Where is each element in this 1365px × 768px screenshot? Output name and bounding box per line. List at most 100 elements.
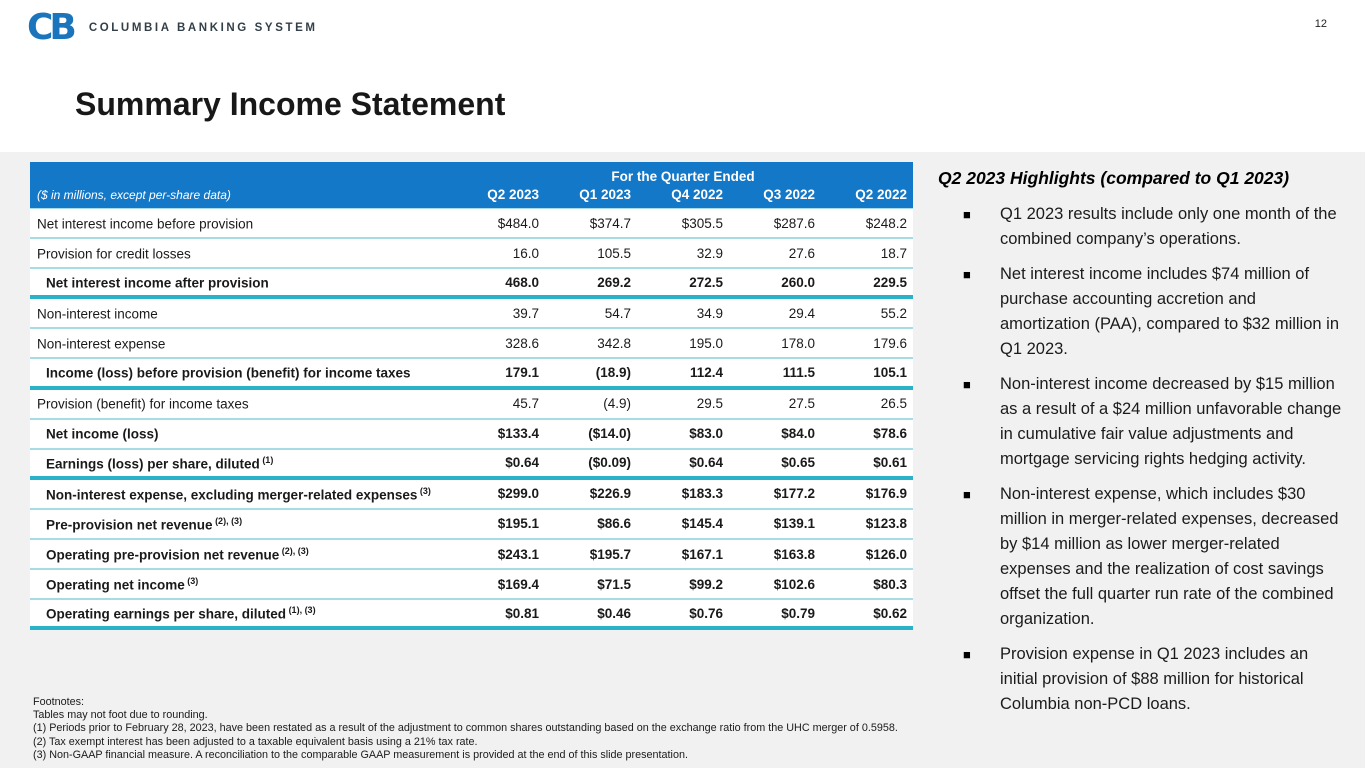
table-row: Non-interest expense, excluding merger-r… bbox=[30, 480, 913, 510]
table-row: Provision for credit losses 16.0 105.5 32.… bbox=[30, 239, 913, 270]
table-cell-value: (18.9) bbox=[595, 365, 631, 381]
table-cell-value: 260.0 bbox=[781, 274, 815, 290]
table-cell-value: 195.0 bbox=[689, 335, 723, 351]
table-cell-value: $0.76 bbox=[689, 605, 723, 621]
table-cell-value: $484.0 bbox=[497, 215, 539, 231]
highlight-bullet-text: Non-interest expense, which includes $30… bbox=[1000, 485, 1339, 628]
table-cell-value: (4.9) bbox=[603, 396, 631, 412]
table-cell-value: $78.6 bbox=[873, 426, 907, 442]
slide-title: Summary Income Statement bbox=[75, 86, 506, 122]
table-row: Net income (loss) $133.4 ($14.0) $83.0 $84.… bbox=[30, 420, 913, 450]
table-row: Earnings (loss) per share, diluted (1) $… bbox=[30, 450, 913, 480]
table-row: Operating earnings per share, diluted (1… bbox=[30, 600, 913, 631]
footnote-line: Tables may not foot due to rounding. bbox=[33, 709, 208, 722]
table-row-label: Operating pre-provision net revenue (2),… bbox=[46, 545, 309, 563]
table-cell-value: 468.0 bbox=[505, 274, 539, 290]
table-cell-value: 55.2 bbox=[880, 305, 907, 321]
table-row-label: Operating earnings per share, diluted (1… bbox=[46, 605, 316, 622]
table-cell-value: $133.4 bbox=[497, 426, 539, 442]
table-cell-value: $80.3 bbox=[873, 576, 907, 592]
column-header-row: ($ in millions, except per-share data) Q… bbox=[30, 187, 913, 208]
table-cell-value: 26.5 bbox=[880, 396, 907, 412]
footnote-line: (1) Periods prior to February 28, 2023, … bbox=[33, 722, 898, 735]
table-row-label: Provision (benefit) for income taxes bbox=[37, 396, 249, 412]
cb-logo-icon: CB bbox=[27, 7, 77, 48]
highlight-bullet-text: Q1 2023 results include only one month o… bbox=[1000, 205, 1337, 248]
footnote-line: (2) Tax exempt interest has been adjuste… bbox=[33, 735, 478, 748]
table-cell-value: 328.6 bbox=[505, 335, 539, 351]
brand-name: COLUMBIA BANKING SYSTEM bbox=[88, 22, 318, 34]
table-cell-value: 39.7 bbox=[512, 305, 539, 321]
highlight-bullet: ■ Provision expense in Q1 2023 includes … bbox=[938, 642, 1350, 717]
column-header: Q1 2023 bbox=[579, 187, 631, 202]
table-cell-value: 179.1 bbox=[505, 365, 539, 381]
column-header: Q2 2022 bbox=[855, 187, 907, 202]
table-cell-value: ($0.09) bbox=[588, 455, 631, 471]
table-cell-value: 111.5 bbox=[782, 365, 815, 381]
table-cell-value: $0.64 bbox=[505, 455, 539, 471]
table-row-label: Provision for credit losses bbox=[37, 246, 191, 262]
table-cell-value: 179.6 bbox=[873, 335, 907, 351]
table-row-label: Non-interest income bbox=[37, 306, 158, 322]
table-cell-value: 27.6 bbox=[788, 245, 815, 261]
table-cell-value: 112.4 bbox=[689, 365, 723, 381]
table-cell-value: $243.1 bbox=[497, 546, 539, 562]
table-row: Pre-provision net revenue (2), (3) $195.… bbox=[30, 510, 913, 541]
table-cell-value: $0.79 bbox=[781, 605, 815, 621]
table-cell-value: $163.8 bbox=[773, 546, 815, 562]
page-number: 12 bbox=[1314, 18, 1327, 30]
table-body: Net interest income before provision $48… bbox=[30, 208, 913, 631]
table-cell-value: 16.0 bbox=[512, 245, 539, 261]
table-cell-value: $195.1 bbox=[497, 516, 539, 532]
table-row: Provision (benefit) for income taxes 45.… bbox=[30, 390, 913, 420]
table-row: Net interest income before provision $48… bbox=[30, 209, 913, 240]
table-cell-value: 178.0 bbox=[781, 335, 815, 351]
table-cell-value: $123.8 bbox=[865, 516, 907, 532]
table-row: Non-interest income 39.7 54.7 34.9 29.4 55.2 bbox=[30, 299, 913, 330]
table-cell-value: $305.5 bbox=[681, 215, 723, 231]
table-cell-value: $0.61 bbox=[873, 455, 907, 471]
table-row-label: Net income (loss) bbox=[46, 426, 159, 442]
column-header: Q4 2022 bbox=[671, 187, 723, 202]
footnotes: Footnotes: Tables may not foot due to ro… bbox=[33, 696, 898, 762]
highlight-bullet: ■ Net interest income includes $74 milli… bbox=[938, 262, 1350, 362]
highlight-bullet-text: Provision expense in Q1 2023 includes an… bbox=[1000, 645, 1309, 713]
table-cell-value: $102.6 bbox=[773, 576, 815, 592]
table-row: Non-interest expense 328.6 342.8 195.0 178.… bbox=[30, 329, 913, 360]
table-cell-value: ($14.0) bbox=[588, 426, 631, 442]
footnote-line: (3) Non-GAAP financial measure. A reconc… bbox=[33, 748, 688, 761]
table-cell-value: $86.6 bbox=[597, 516, 631, 532]
table-cell-value: $287.6 bbox=[773, 215, 815, 231]
square-bullet-icon: ■ bbox=[963, 647, 971, 662]
table-cell-value: 29.4 bbox=[788, 305, 815, 321]
column-header: Q3 2022 bbox=[763, 187, 815, 202]
table-cell-value: $195.7 bbox=[589, 546, 631, 562]
table-cell-value: $0.46 bbox=[597, 605, 631, 621]
square-bullet-icon: ■ bbox=[963, 487, 971, 502]
table-cell-value: $0.64 bbox=[689, 455, 723, 471]
highlights-panel: Q2 2023 Highlights (compared to Q1 2023)… bbox=[938, 168, 1350, 727]
table-cell-value: $83.0 bbox=[689, 426, 723, 442]
table-cell-value: $139.1 bbox=[773, 516, 815, 532]
quarter-ended-span-header: For the Quarter Ended bbox=[611, 169, 755, 184]
table-cell-value: $71.5 bbox=[597, 576, 631, 592]
highlight-bullet: ■ Non-interest income decreased by $15 m… bbox=[938, 372, 1350, 472]
table-cell-value: $0.62 bbox=[873, 605, 907, 621]
table-row: Operating pre-provision net revenue (2),… bbox=[30, 540, 913, 571]
table-row-label: Income (loss) before provision (benefit)… bbox=[46, 365, 411, 381]
table-cell-value: $176.9 bbox=[865, 486, 907, 502]
footnotes-title: Footnotes: bbox=[33, 696, 85, 708]
table-row-label: Non-interest expense bbox=[37, 336, 166, 352]
table-cell-value: $183.3 bbox=[681, 486, 723, 502]
table-row-label: Non-interest expense, excluding merger-r… bbox=[46, 485, 431, 503]
income-statement-table: For the Quarter Ended ($ in millions, ex… bbox=[30, 162, 913, 631]
table-cell-value: $145.4 bbox=[681, 516, 723, 532]
table-cell-value: 229.5 bbox=[873, 274, 907, 290]
table-row: Net interest income after provision 468.… bbox=[30, 269, 913, 300]
highlight-bullet: ■ Non-interest expense, which includes $… bbox=[938, 482, 1350, 632]
table-cell-value: $226.9 bbox=[589, 486, 631, 502]
highlight-bullet-text: Net interest income includes $74 million… bbox=[1000, 265, 1340, 358]
table-cell-value: $0.81 bbox=[505, 605, 539, 621]
unit-note: ($ in millions, except per-share data) bbox=[37, 188, 231, 202]
table-cell-value: $126.0 bbox=[865, 546, 907, 562]
